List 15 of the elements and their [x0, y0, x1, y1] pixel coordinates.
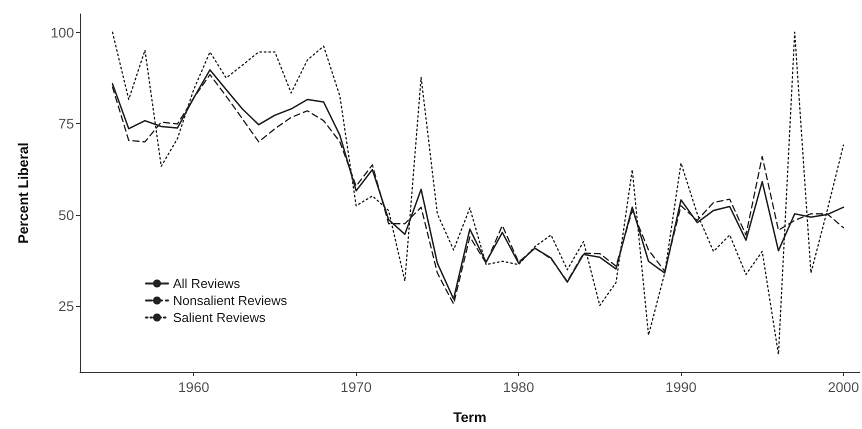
- y-tick-label: 50: [58, 206, 74, 223]
- legend-label: All Reviews: [173, 276, 241, 291]
- legend-label: Salient Reviews: [173, 310, 266, 325]
- y-axis-title: Percent Liberal: [15, 142, 31, 244]
- line-series: [112, 32, 844, 356]
- x-axis-title: Term: [453, 409, 486, 425]
- legend-label: Nonsalient Reviews: [173, 293, 288, 308]
- x-tick-label: 1980: [502, 379, 534, 395]
- x-tick-label: 2000: [828, 379, 860, 395]
- y-tick-label: 25: [58, 298, 74, 314]
- y-tick-label: 75: [58, 116, 74, 132]
- x-tick-label: 1970: [340, 379, 372, 395]
- x-tick-label: 1960: [178, 379, 210, 395]
- x-tick-label: 1990: [665, 379, 697, 395]
- y-tick-label: 100: [50, 24, 74, 40]
